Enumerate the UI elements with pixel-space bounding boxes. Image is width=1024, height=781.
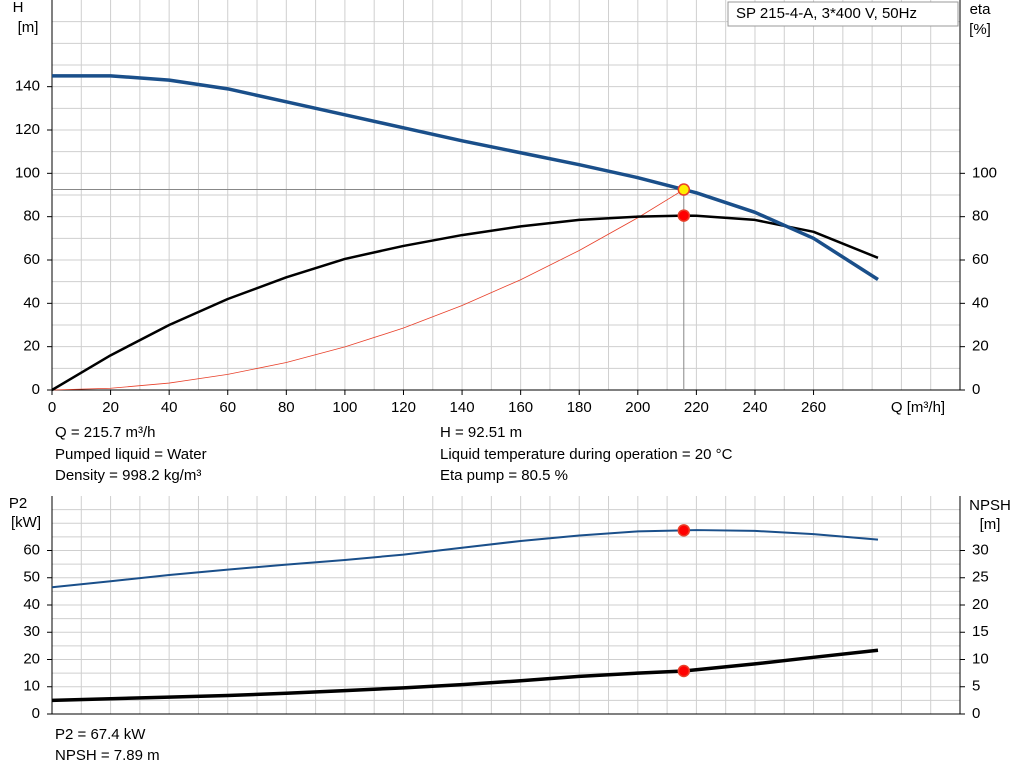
x-tick-label: 200 [625,399,650,416]
y2-tick-label: 60 [972,251,989,268]
y2-axis-label: [%] [969,21,991,38]
x-tick-label: 60 [219,399,236,416]
y-tick-label: 20 [23,338,40,355]
info-text: P2 = 67.4 kW [55,726,146,743]
y-tick-label: 100 [15,164,40,181]
model-box [727,1,959,27]
y2-tick-label: 100 [972,164,997,181]
y2-tick-label: 80 [972,208,989,225]
x-tick-label: 180 [567,399,592,416]
y2-tick-label: 25 [972,569,989,586]
y-tick-label: 10 [23,678,40,695]
x-tick-label: 220 [684,399,709,416]
y-tick-label: 60 [23,251,40,268]
y-tick-label: 0 [32,705,40,722]
y-tick-label: 0 [32,381,40,398]
y2-tick-label: 20 [972,596,989,613]
y2-axis-label: NPSH [969,497,1011,514]
duty-point [677,183,691,196]
x-tick-label: 240 [742,399,767,416]
y2-tick-label: 10 [972,650,989,667]
info-text: NPSH = 7.89 m [55,747,160,764]
x-tick-label: 20 [102,399,119,416]
curve [51,648,879,703]
y2-tick-label: 5 [972,678,980,695]
x-tick-label: 140 [450,399,475,416]
y2-tick-label: 20 [972,338,989,355]
x-tick-label: 160 [508,399,533,416]
y-axis-label: H [13,0,24,16]
curve [52,74,879,281]
model-label: SP 215-4-A, 3*400 V, 50Hz [736,5,917,22]
info-text: Pumped liquid = Water [55,446,207,463]
y-axis-label: P2 [9,495,27,512]
duty-point [677,524,691,537]
y2-tick-label: 30 [972,541,989,558]
y-tick-label: 30 [23,623,40,640]
info-text: H = 92.51 m [440,424,522,441]
y-tick-label: 80 [23,208,40,225]
y-tick-label: 60 [23,541,40,558]
curve [51,189,685,391]
y2-tick-label: 0 [972,705,980,722]
y-axis-label: [m] [18,19,39,36]
info-text: Liquid temperature during operation = 20… [440,446,733,463]
x-tick-label: 260 [801,399,826,416]
y-tick-label: 40 [23,596,40,613]
info-text: Density = 998.2 kg/m³ [55,467,201,484]
duty-point [677,209,691,222]
x-tick-label: 120 [391,399,416,416]
y-tick-label: 40 [23,294,40,311]
x-tick-label: 0 [48,399,56,416]
y2-tick-label: 0 [972,381,980,398]
y-tick-label: 50 [23,569,40,586]
y2-axis-label: eta [970,1,992,18]
x-tick-label: 80 [278,399,295,416]
y-tick-label: 140 [15,78,40,95]
info-text: Q = 215.7 m³/h [55,424,155,441]
y-tick-label: 120 [15,121,40,138]
y2-axis-label: [m] [980,516,1001,533]
y-axis-label: [kW] [11,514,41,531]
duty-point [677,664,691,678]
info-text: Eta pump = 80.5 % [440,467,568,484]
curve [51,214,879,392]
x-axis-label: Q [m³/h] [891,399,945,416]
x-tick-label: 100 [332,399,357,416]
y-tick-label: 20 [23,650,40,667]
y2-tick-label: 40 [972,294,989,311]
y2-tick-label: 15 [972,623,989,640]
x-tick-label: 40 [161,399,178,416]
curve [51,529,879,589]
